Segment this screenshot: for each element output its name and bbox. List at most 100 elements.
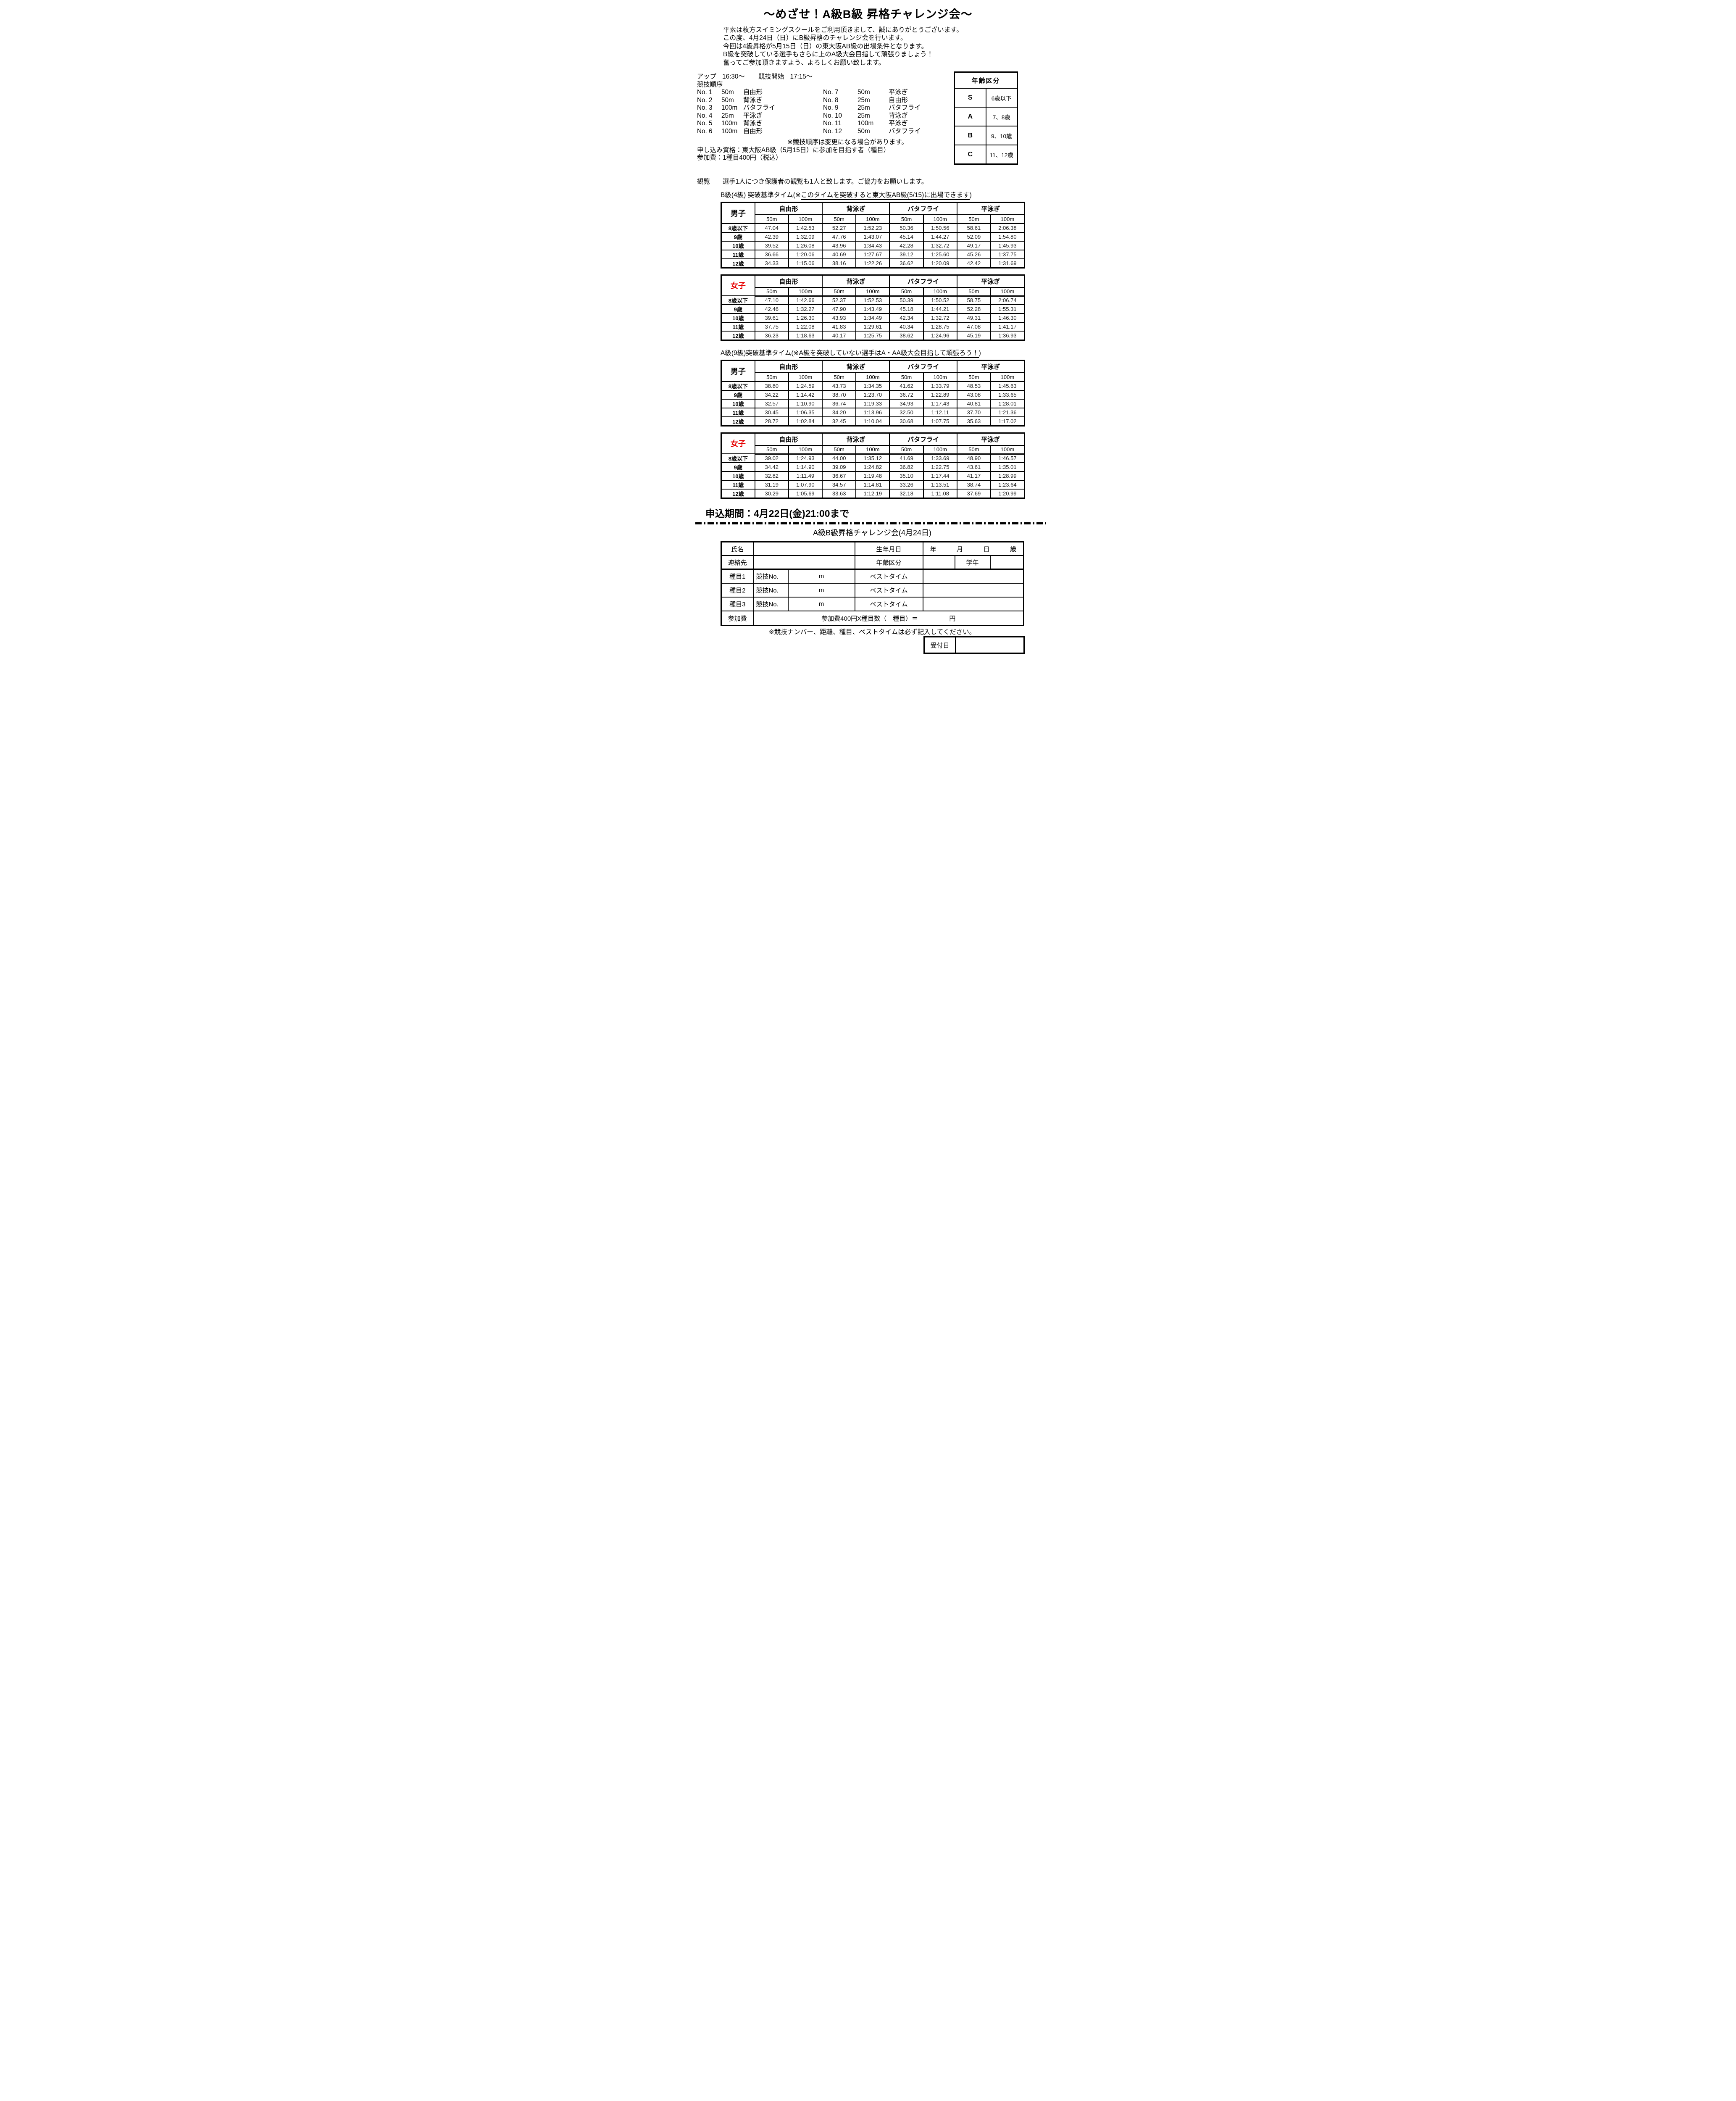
time-value: 1:52.23 (855, 223, 890, 233)
stroke-header: 自由形 (754, 432, 823, 446)
event-distance: 100m (857, 120, 874, 127)
warmup-label: アップ (697, 73, 716, 80)
distance-header: 100m (788, 445, 823, 455)
event-number: No. 10 (823, 112, 842, 119)
age-class-input-cell[interactable] (922, 555, 955, 570)
race-no-label: 競技No. (753, 569, 789, 584)
qualification-line: 申し込み資格：東大阪AB級（5月15日）に参加を目指す者（種目） (697, 146, 890, 154)
b-grade-heading: B級(4級) 突破基準タイム(※このタイムを突破すると東大阪AB級(5/15)に… (721, 190, 1024, 200)
time-value: 42.39 (754, 232, 789, 242)
event-item: No. 9 25m バタフライ (823, 104, 960, 112)
age-label: 9歳 (721, 390, 755, 400)
time-value: 1:46.57 (990, 453, 1025, 463)
time-value: 1:23.64 (990, 480, 1025, 490)
time-value: 1:24.59 (788, 381, 823, 391)
event-number: No. 2 (697, 96, 713, 104)
distance-header: 100m (990, 445, 1025, 455)
time-value: 38.16 (822, 258, 857, 268)
time-value: 43.73 (822, 381, 857, 391)
time-value: 38.62 (889, 331, 924, 341)
time-value: 36.72 (889, 390, 924, 400)
distance-header: 50m (822, 372, 857, 382)
time-value: 1:22.26 (855, 258, 890, 268)
intro-line: 平素は枚方スイミングスクールをご利用頂きまして、誠にありがとうございます。 (723, 26, 963, 34)
age-label: 12歳 (721, 416, 755, 426)
age-label: 12歳 (721, 489, 755, 499)
time-value: 48.90 (956, 453, 992, 463)
time-value: 35.63 (956, 416, 992, 426)
time-value: 33.63 (822, 489, 857, 499)
contact-input-cell[interactable] (753, 555, 855, 570)
time-value: 36.74 (822, 398, 857, 408)
age-unit: 歳 (1010, 545, 1017, 553)
time-value: 1:37.75 (990, 249, 1025, 259)
stroke-header: 自由形 (754, 360, 823, 373)
distance-header: 100m (855, 287, 890, 297)
time-value: 52.37 (822, 295, 857, 305)
time-value: 1:23.70 (855, 390, 890, 400)
time-value: 58.75 (956, 295, 992, 305)
event-item: No. 10 25m 背泳ぎ (823, 112, 960, 120)
time-value: 41.17 (956, 471, 992, 481)
reception-date-input-cell[interactable] (956, 637, 1023, 653)
age-category-table: 年齢区分 S 6歳以下 A 7、8歳 B 9、10歳 C 11、12歳 (954, 71, 1018, 165)
distance-header: 50m (889, 445, 924, 455)
time-row: 9歳 34.22 1:14.42 38.70 1:23.70 36.72 1:22.89 43… (721, 390, 1025, 400)
age-table-row: B 9、10歳 (954, 126, 1018, 145)
b-grade-women-table: 女子 自由形 背泳ぎ バタフライ 平泳ぎ 50m 100m 50m 100m 50m 100m 50m… (721, 274, 1025, 341)
distance-header: 50m (822, 287, 857, 297)
time-value: 43.61 (956, 462, 992, 472)
time-value: 1:45.93 (990, 240, 1025, 250)
time-value: 36.67 (822, 471, 857, 481)
time-value: 50.39 (889, 295, 924, 305)
time-value: 1:54.80 (990, 232, 1025, 242)
time-row: 11歳 37.75 1:22.08 41.83 1:29.61 40.34 1:28.75 4… (721, 322, 1025, 332)
time-value: 52.09 (956, 232, 992, 242)
distance-header: 50m (822, 445, 857, 455)
time-value: 1:19.33 (855, 398, 890, 408)
event-stroke: 背泳ぎ (743, 120, 763, 127)
distance-header: 50m (956, 372, 992, 382)
best-time-input-cell[interactable] (922, 569, 1024, 584)
time-value: 40.81 (956, 398, 992, 408)
time-value: 1:28.75 (923, 322, 957, 332)
event-distance: 50m (857, 89, 870, 96)
reception-date-box: 受付日 (923, 636, 1025, 654)
time-row: 11歳 31.19 1:07.90 34.57 1:14.81 33.26 1:13.51 3… (721, 480, 1025, 490)
gender-label: 女子 (721, 432, 755, 454)
event-column-left: No. 1 50m 自由形 No. 2 50m 背泳ぎ No. 3 100m バタフライ No. … (697, 89, 823, 135)
time-value: 1:18.63 (788, 331, 823, 341)
fee-formula-cell[interactable]: 参加費400円X種目数（ 種目）＝ 円 (753, 611, 1024, 626)
age-class-code: B (954, 126, 986, 145)
age-class-range: 11、12歳 (985, 145, 1018, 165)
intro-line: 奮ってご参加頂きますよう、よろしくお願い致します。 (723, 59, 885, 66)
time-value: 1:44.21 (923, 304, 957, 314)
form-event2-row: 種目2 競技No. m ベストタイム (721, 583, 1024, 598)
a-grade-women-table: 女子 自由形 背泳ぎ バタフライ 平泳ぎ 50m 100m 50m 100m 50m 100m 50m… (721, 432, 1025, 499)
event-item: No. 3 100m バタフライ (697, 104, 823, 112)
name-input-cell[interactable] (753, 541, 855, 556)
best-time-input-cell[interactable] (922, 583, 1024, 598)
time-value: 43.96 (822, 240, 857, 250)
time-value: 47.76 (822, 232, 857, 242)
time-value: 36.23 (754, 331, 789, 341)
grade-input-cell[interactable] (989, 555, 1024, 570)
birthdate-input-cell[interactable]: 年 月 日 歳 (922, 541, 1024, 556)
viewing-line: 観覧 選手1人につき保護者の観覧も1人と致します。ご協力をお願いします。 (697, 176, 928, 186)
event-distance: 25m (857, 112, 870, 119)
time-value: 30.45 (754, 407, 789, 417)
event-stroke: バタフライ (889, 127, 921, 135)
event-stroke: 自由形 (889, 96, 908, 104)
time-value: 1:42.66 (788, 295, 823, 305)
distance-header: 100m (855, 445, 890, 455)
best-time-input-cell[interactable] (922, 597, 1024, 611)
age-class-code: A (954, 107, 986, 126)
time-value: 34.42 (754, 462, 789, 472)
form-name-row: 氏名 生年月日 年 月 日 歳 (721, 541, 1024, 556)
time-value: 35.10 (889, 471, 924, 481)
time-value: 1:05.69 (788, 489, 823, 499)
meters-label: m (787, 569, 855, 584)
warmup-time: 16:30～ (722, 73, 745, 80)
distance-header: 100m (855, 372, 890, 382)
time-value: 38.80 (754, 381, 789, 391)
